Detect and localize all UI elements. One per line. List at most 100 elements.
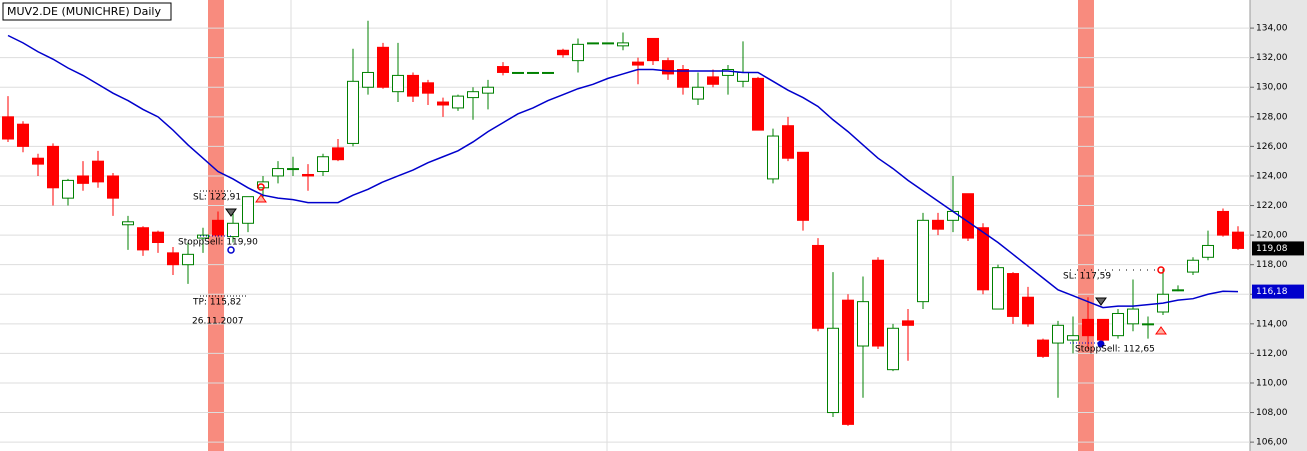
- candle-body: [332, 147, 344, 161]
- stop-marker: [227, 246, 235, 254]
- candle-body: [572, 43, 584, 62]
- candle-body: [272, 168, 284, 177]
- candle-body: [737, 71, 749, 82]
- candle-body: [722, 68, 734, 76]
- candle-body: [1097, 318, 1109, 341]
- candle-body: [617, 42, 629, 47]
- last-price-box: [1252, 241, 1304, 256]
- candle-body: [2, 116, 14, 140]
- y-tick-label: 108,00: [1256, 408, 1288, 418]
- candle-body: [242, 196, 254, 224]
- candle-body: [512, 71, 524, 74]
- candle-body: [542, 71, 554, 74]
- y-tick-label: 132,00: [1256, 53, 1288, 63]
- candle-body: [1082, 318, 1094, 337]
- candle-body: [347, 80, 359, 144]
- candle-body: [947, 210, 959, 221]
- candle-body: [167, 252, 179, 266]
- annotation: SL: 122,91: [193, 193, 241, 203]
- candle-body: [377, 46, 389, 88]
- candle-body: [407, 74, 419, 97]
- candle-body: [62, 179, 74, 199]
- candle-body: [902, 320, 914, 326]
- candle-body: [857, 301, 869, 347]
- candle-body: [1142, 323, 1154, 326]
- candle-body: [677, 68, 689, 88]
- buy-arrow: [1155, 326, 1167, 335]
- candle-body: [482, 86, 494, 94]
- candle-body: [992, 267, 1004, 310]
- candle-body: [422, 82, 434, 94]
- candle-body: [107, 175, 119, 199]
- annotation: SL: 117,59: [1063, 272, 1111, 282]
- moving-average: [7, 34, 1239, 309]
- candle-body: [197, 234, 209, 239]
- signal-band: [1078, 0, 1094, 451]
- candle-body: [977, 227, 989, 291]
- candle-body: [287, 168, 299, 171]
- candle-body: [527, 71, 539, 74]
- candle-body: [1172, 289, 1184, 292]
- candle-body: [1067, 335, 1079, 341]
- candle-body: [827, 327, 839, 414]
- candle-body: [317, 156, 329, 173]
- candle-body: [692, 86, 704, 100]
- candle-body: [707, 76, 719, 85]
- y-tick-label: 130,00: [1256, 83, 1288, 93]
- candle-body: [962, 193, 974, 239]
- candle-body: [1202, 244, 1214, 258]
- candle-body: [437, 101, 449, 106]
- y-tick-label: 106,00: [1256, 438, 1288, 448]
- candle-body: [1217, 210, 1229, 236]
- candle-body: [92, 160, 104, 183]
- candle-body: [1112, 312, 1124, 337]
- candle-body: [647, 37, 659, 62]
- candle-body: [32, 157, 44, 165]
- candle-body: [557, 49, 569, 56]
- y-tick-label: 112,00: [1256, 349, 1288, 359]
- candle-body: [632, 61, 644, 66]
- candle-body: [932, 219, 944, 230]
- candle-body: [227, 222, 239, 238]
- exit-marker: [1157, 266, 1165, 274]
- candle-body: [1187, 259, 1199, 273]
- candle-body: [497, 66, 509, 73]
- y-tick-label: 134,00: [1256, 24, 1288, 34]
- y-tick-label: 118,00: [1256, 260, 1288, 270]
- y-tick-label: 110,00: [1256, 378, 1288, 388]
- annotation: StoppSell: 112,65: [1075, 345, 1155, 355]
- y-tick-label: 128,00: [1256, 112, 1288, 122]
- last-price-label: 119,08: [1256, 244, 1288, 254]
- sell-arrow: [1095, 297, 1107, 306]
- candle-body: [782, 125, 794, 159]
- y-tick-label: 124,00: [1256, 171, 1288, 181]
- axis-area: [1250, 0, 1307, 451]
- candle-body: [752, 77, 764, 131]
- candle-body: [212, 219, 224, 236]
- candle-body: [812, 244, 824, 329]
- candle-body: [842, 299, 854, 425]
- candle-body: [122, 221, 134, 226]
- candle-body: [797, 151, 809, 221]
- y-tick-label: 120,00: [1256, 231, 1288, 241]
- annotation: 26.11.2007: [192, 317, 244, 327]
- candle-body: [662, 60, 674, 75]
- candle-body: [467, 91, 479, 99]
- candle-body: [587, 42, 599, 45]
- y-tick-label: 122,00: [1256, 201, 1288, 211]
- grid: [0, 27, 1250, 443]
- candle-body: [767, 135, 779, 180]
- buy-arrow: [255, 194, 267, 203]
- moving-average-line: [7, 34, 1239, 309]
- candle-body: [17, 123, 29, 147]
- candle-body: [602, 42, 614, 45]
- candle-body: [1007, 273, 1019, 317]
- vertical-grid: [290, 0, 952, 451]
- candle-body: [1022, 296, 1034, 325]
- annotation: StoppSell: 119,90: [178, 238, 258, 248]
- candle-body: [77, 175, 89, 184]
- chart-title: MUV2.DE (MUNICHRE) Daily: [7, 5, 161, 18]
- candle-body: [1232, 231, 1244, 249]
- candle-body: [872, 259, 884, 347]
- candle-body: [1052, 324, 1064, 344]
